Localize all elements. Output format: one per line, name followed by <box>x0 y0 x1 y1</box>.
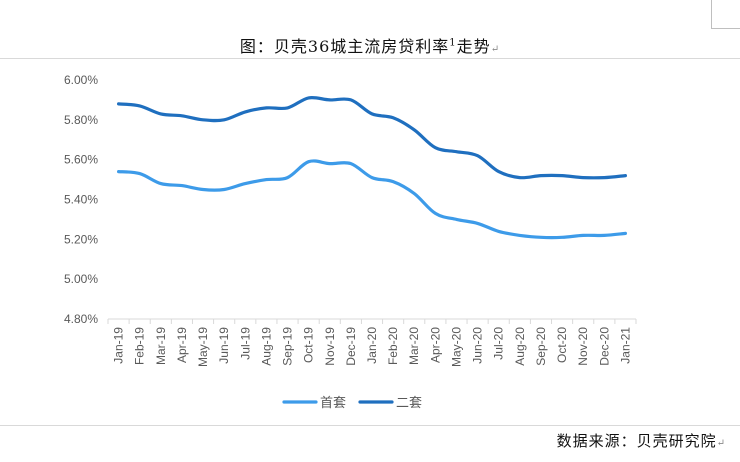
legend: 首套 二套 <box>282 395 422 410</box>
x-tick-label: Jun-19 <box>217 327 231 364</box>
x-tick-label: Sep-19 <box>281 327 295 366</box>
chart-title-footnote: 1 <box>449 37 457 49</box>
x-tick-label: Aug-20 <box>513 327 527 366</box>
x-tick-label: Dec-19 <box>344 327 358 366</box>
series-line-first-home <box>117 159 627 240</box>
source-text: 数据来源：贝壳研究院 <box>556 432 717 450</box>
source-paragraph-mark-icon: ↵ <box>716 438 726 449</box>
y-tick-label: 6.00% <box>64 73 98 87</box>
x-tick-label: May-20 <box>449 327 463 367</box>
x-tick-label: Mar-20 <box>407 327 421 365</box>
x-tick-label: Aug-19 <box>259 327 273 366</box>
y-tick-label: 5.60% <box>64 153 98 167</box>
x-tick-label: Jan-21 <box>618 327 632 364</box>
y-tick-label: 4.80% <box>64 312 98 326</box>
y-tick-label: 5.80% <box>64 113 98 127</box>
series-lines <box>117 96 627 240</box>
x-tick-label: Sep-20 <box>534 327 548 366</box>
x-tick-label: Oct-19 <box>302 327 316 363</box>
bottom-rule <box>0 425 740 426</box>
y-tick-label: 5.20% <box>64 232 98 246</box>
x-tick-label: Mar-19 <box>154 327 168 365</box>
x-tick-label: Apr-19 <box>175 327 189 363</box>
series-line-second-home <box>117 96 627 180</box>
chart-title: 图：贝壳36城主流房贷利率1走势↵ <box>0 33 740 57</box>
legend-label-second-home: 二套 <box>396 395 422 410</box>
x-tick-label: Nov-19 <box>323 327 337 366</box>
chart-title-suffix: 走势 <box>456 37 491 56</box>
x-tick-label: Jan-19 <box>112 327 126 364</box>
x-tick-label: Nov-20 <box>576 327 590 366</box>
x-tick-label: Feb-19 <box>133 327 147 365</box>
page-corner-mark <box>711 0 740 29</box>
y-axis-labels: 6.00% 5.80% 5.60% 5.40% 5.20% 5.00% 4.80% <box>64 73 98 326</box>
x-tick-label: Jun-20 <box>471 327 485 364</box>
x-tick-label: May-19 <box>196 327 210 367</box>
x-tick-label: Dec-20 <box>597 327 611 366</box>
y-tick-label: 5.00% <box>64 272 98 286</box>
x-tick-label: Jul-19 <box>238 327 252 360</box>
top-rule <box>0 58 740 59</box>
x-tick-label: Oct-20 <box>555 327 569 363</box>
paragraph-mark-icon: ↵ <box>490 44 501 55</box>
x-axis <box>107 318 637 324</box>
x-tick-label: Apr-20 <box>428 327 442 363</box>
line-chart: 6.00% 5.80% 5.60% 5.40% 5.20% 5.00% 4.80% Jan-… <box>64 73 637 410</box>
x-axis-labels: Jan-19 Feb-19 Mar-19 Apr-19 May-19 Jun-19 Jul-… <box>112 327 633 367</box>
legend-label-first-home: 首套 <box>320 395 346 410</box>
source-note: 数据来源：贝壳研究院↵ <box>557 430 726 451</box>
x-tick-label: Jul-20 <box>492 327 506 360</box>
x-tick-label: Jan-20 <box>365 327 379 364</box>
chart-title-text: 图：贝壳36城主流房贷利率 <box>239 37 450 56</box>
x-tick-label: Feb-20 <box>386 327 400 365</box>
y-tick-label: 5.40% <box>64 193 98 207</box>
